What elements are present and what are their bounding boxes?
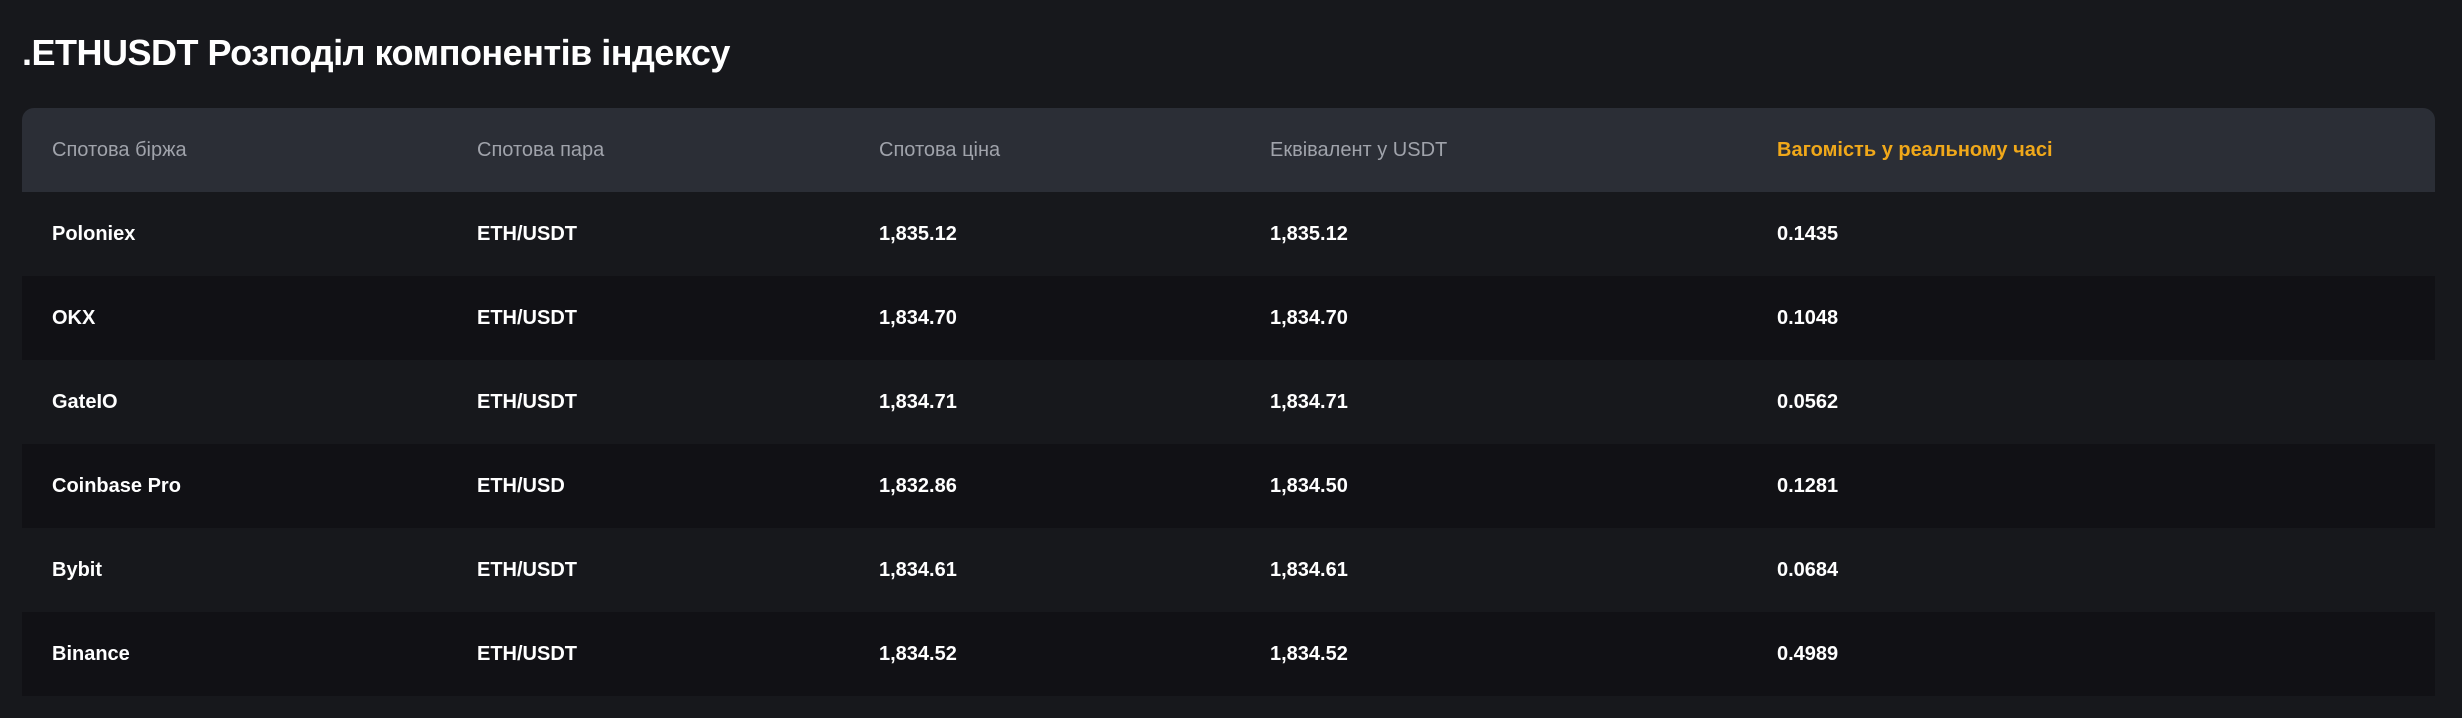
table-row: Coinbase Pro ETH/USD 1,832.86 1,834.50 0.128… bbox=[22, 444, 2435, 528]
table-row: Poloniex ETH/USDT 1,835.12 1,835.12 0.1435 bbox=[22, 192, 2435, 276]
table-row: Binance ETH/USDT 1,834.52 1,834.52 0.4989 bbox=[22, 612, 2435, 696]
page-title: .ETHUSDT Розподіл компонентів індексу bbox=[22, 32, 730, 73]
cell-weight: 0.1435 bbox=[1777, 222, 1839, 245]
cell-price: 1,835.12 bbox=[879, 222, 957, 245]
cell-pair: ETH/USDT bbox=[477, 306, 577, 329]
cell-pair: ETH/USDT bbox=[477, 558, 577, 581]
cell-usdt-equivalent: 1,834.52 bbox=[1270, 642, 1348, 665]
cell-pair: ETH/USDT bbox=[477, 642, 577, 665]
cell-exchange: Coinbase Pro bbox=[52, 474, 181, 497]
column-header-pair: Спотова пара bbox=[477, 138, 605, 161]
cell-exchange: Poloniex bbox=[52, 222, 136, 245]
cell-weight: 0.0562 bbox=[1777, 390, 1839, 413]
column-header-price: Спотова ціна bbox=[879, 138, 1001, 161]
cell-usdt-equivalent: 1,834.50 bbox=[1270, 474, 1348, 497]
table-header: Спотова біржа Спотова пара Спотова ціна … bbox=[22, 108, 2435, 192]
cell-usdt-equivalent: 1,834.61 bbox=[1270, 558, 1348, 581]
cell-weight: 0.1281 bbox=[1777, 474, 1839, 497]
cell-exchange: Bybit bbox=[52, 558, 102, 581]
cell-price: 1,834.70 bbox=[879, 306, 957, 329]
cell-usdt-equivalent: 1,834.70 bbox=[1270, 306, 1348, 329]
cell-price: 1,834.52 bbox=[879, 642, 957, 665]
table-row: OKX ETH/USDT 1,834.70 1,834.70 0.1048 bbox=[22, 276, 2435, 360]
cell-pair: ETH/USDT bbox=[477, 390, 577, 413]
table-row: GateIO ETH/USDT 1,834.71 1,834.71 0.0562 bbox=[22, 360, 2435, 444]
cell-exchange: OKX bbox=[52, 306, 96, 329]
cell-pair: ETH/USD bbox=[477, 474, 565, 497]
cell-price: 1,834.61 bbox=[879, 558, 957, 581]
column-header-usdt-equivalent: Еквівалент у USDT bbox=[1270, 138, 1448, 161]
column-header-weight: Вагомість у реальному часі bbox=[1777, 138, 2053, 161]
table-row: Bybit ETH/USDT 1,834.61 1,834.61 0.0684 bbox=[22, 528, 2435, 612]
cell-weight: 0.0684 bbox=[1777, 558, 1839, 581]
cell-exchange: Binance bbox=[52, 642, 130, 665]
cell-weight: 0.1048 bbox=[1777, 306, 1839, 329]
cell-pair: ETH/USDT bbox=[477, 222, 577, 245]
index-components-table: Спотова біржа Спотова пара Спотова ціна … bbox=[22, 108, 2435, 696]
cell-weight: 0.4989 bbox=[1777, 642, 1839, 665]
cell-price: 1,834.71 bbox=[879, 390, 957, 413]
cell-exchange: GateIO bbox=[52, 390, 118, 413]
cell-usdt-equivalent: 1,834.71 bbox=[1270, 390, 1348, 413]
cell-price: 1,832.86 bbox=[879, 474, 957, 497]
column-header-exchange: Спотова біржа bbox=[52, 138, 187, 161]
cell-usdt-equivalent: 1,835.12 bbox=[1270, 222, 1348, 245]
